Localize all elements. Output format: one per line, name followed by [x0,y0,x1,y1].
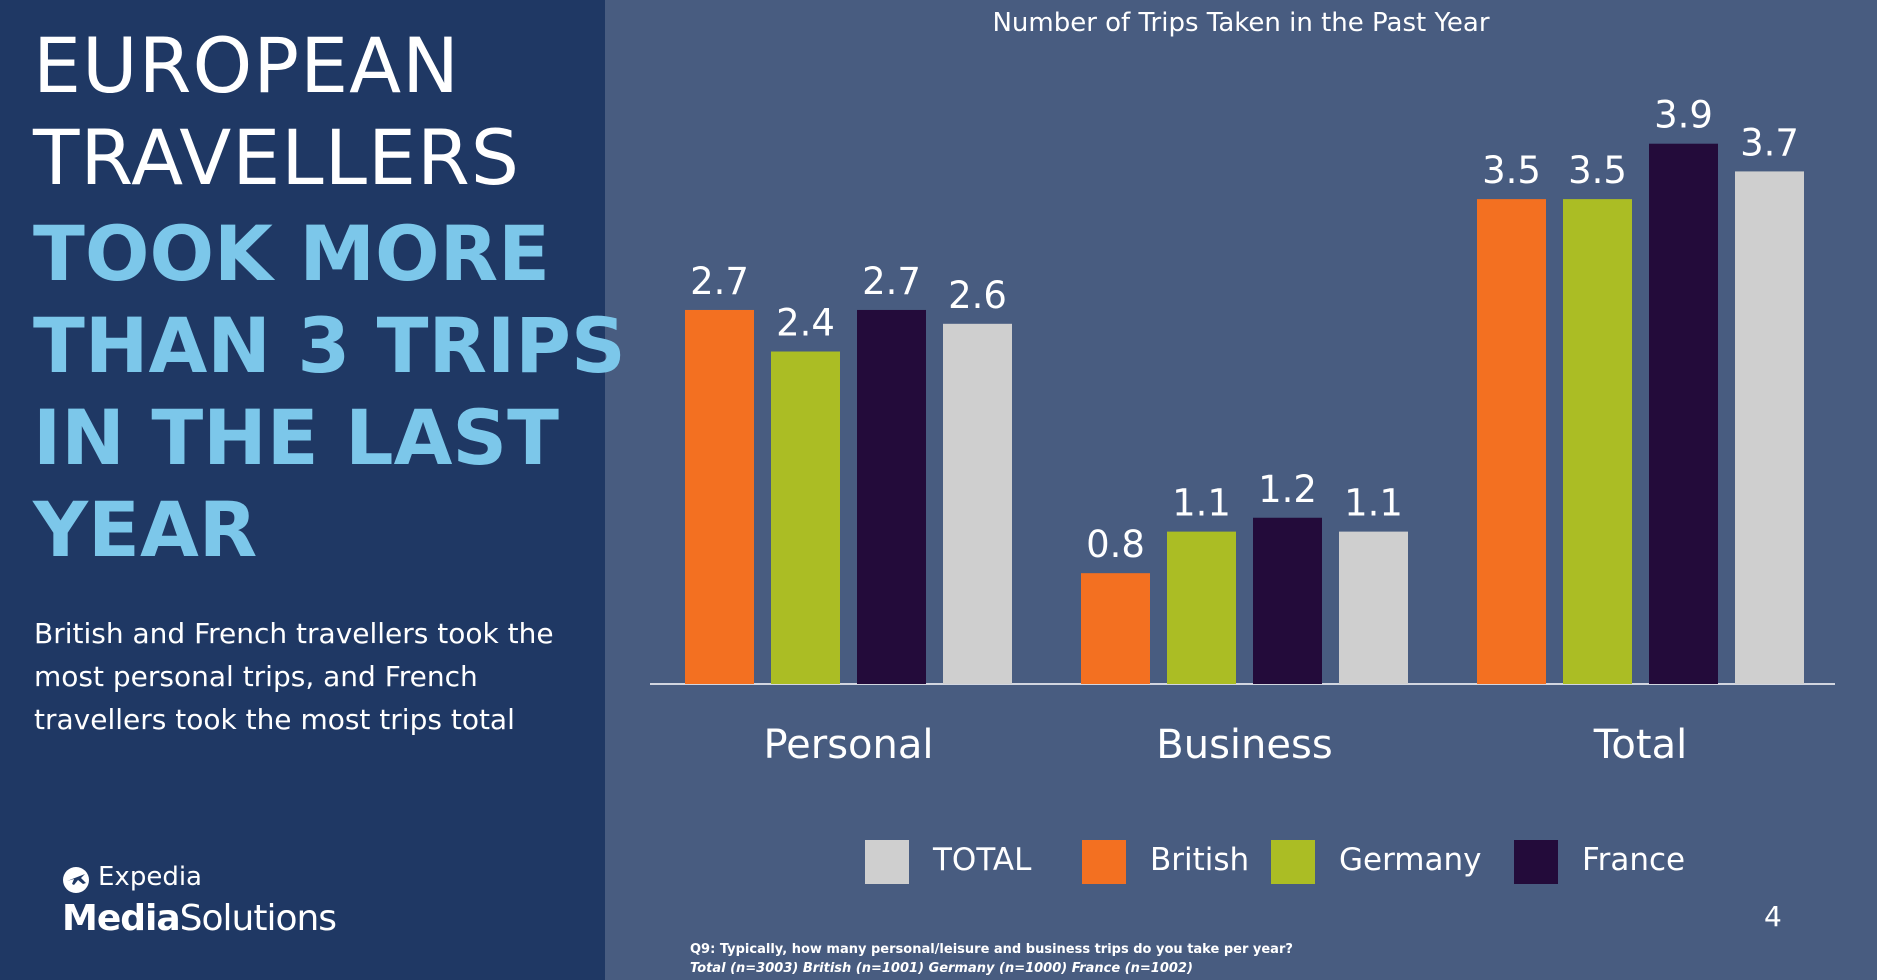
data-label-total-germany: 3.5 [1568,149,1627,192]
data-label-personal-total: 2.6 [948,274,1007,317]
headline-line-2: TRAVELLERS [33,113,521,202]
bar-personal-germany [771,351,840,684]
data-label-total-france: 3.9 [1654,94,1713,137]
legend-label-germany: Germany [1339,842,1482,878]
legend-label-total: TOTAL [933,842,1032,878]
headline-line-6: YEAR [33,485,258,574]
bar-business-france [1253,517,1322,684]
legend-swatch-germany [1271,840,1315,884]
category-label-total: Total [1593,722,1687,768]
logo-line-1: Expedia [98,862,202,892]
bar-total-total [1735,171,1804,685]
bar-business-british [1081,573,1150,684]
bar-chart: 2.7 2.4 2.7 2.6 Personal 0.8 1.1 1.2 1.1 Business… [650,94,1835,768]
legend-label-british: British [1150,842,1250,878]
headline-line-5: IN THE LAST [33,393,559,482]
bar-business-germany [1167,531,1236,684]
page-number: 4 [1764,900,1782,933]
category-label-personal: Personal [763,722,933,768]
data-label-business-france: 1.2 [1258,468,1317,511]
logo-line-2: MediaSolutions [62,898,337,939]
bar-total-british [1477,199,1546,684]
footnote: Q9: Typically, how many personal/leisure… [690,940,1293,978]
bar-total-france [1649,143,1718,684]
bar-total-germany [1563,199,1632,684]
headline-line-4: THAN 3 TRIPS [33,301,626,390]
legend-swatch-total [865,840,909,884]
data-label-total-british: 3.5 [1482,149,1541,192]
bar-business-total [1339,531,1408,684]
data-label-business-germany: 1.1 [1172,482,1231,525]
legend-swatch-france [1514,840,1558,884]
summary-text: British and French travellers took the m… [34,617,554,736]
headline-white: EUROPEAN TRAVELLERS [33,20,520,204]
footnote-sample: Total (n=3003) British (n=1001) Germany … [690,961,1193,976]
data-label-personal-france: 2.7 [862,260,921,303]
data-label-personal-germany: 2.4 [776,302,835,345]
data-label-total-total: 3.7 [1740,121,1799,164]
bar-personal-total [943,323,1012,684]
bar-personal-france [857,309,926,684]
data-label-business-british: 0.8 [1086,523,1145,566]
legend-swatch-british [1082,840,1126,884]
bar-personal-british [685,309,754,684]
plane-globe-icon [63,867,89,893]
chart-title: Number of Trips Taken in the Past Year [992,8,1490,38]
headline-line-3: TOOK MORE [33,209,551,298]
footnote-question: Q9: Typically, how many personal/leisure… [690,942,1293,957]
left-panel: EUROPEAN TRAVELLERS TOOK MORE THAN 3 TRI… [0,0,626,980]
headline-accent: TOOK MORE THAN 3 TRIPS IN THE LAST YEAR [33,208,626,576]
logo-line-2-bold: Media [62,898,181,939]
headline-line-1: EUROPEAN [33,21,460,110]
legend-label-france: France [1582,842,1686,878]
logo-line-2-rest: Solutions [179,898,337,939]
data-label-business-total: 1.1 [1344,482,1403,525]
data-label-personal-british: 2.7 [690,260,749,303]
category-label-business: Business [1156,722,1332,768]
